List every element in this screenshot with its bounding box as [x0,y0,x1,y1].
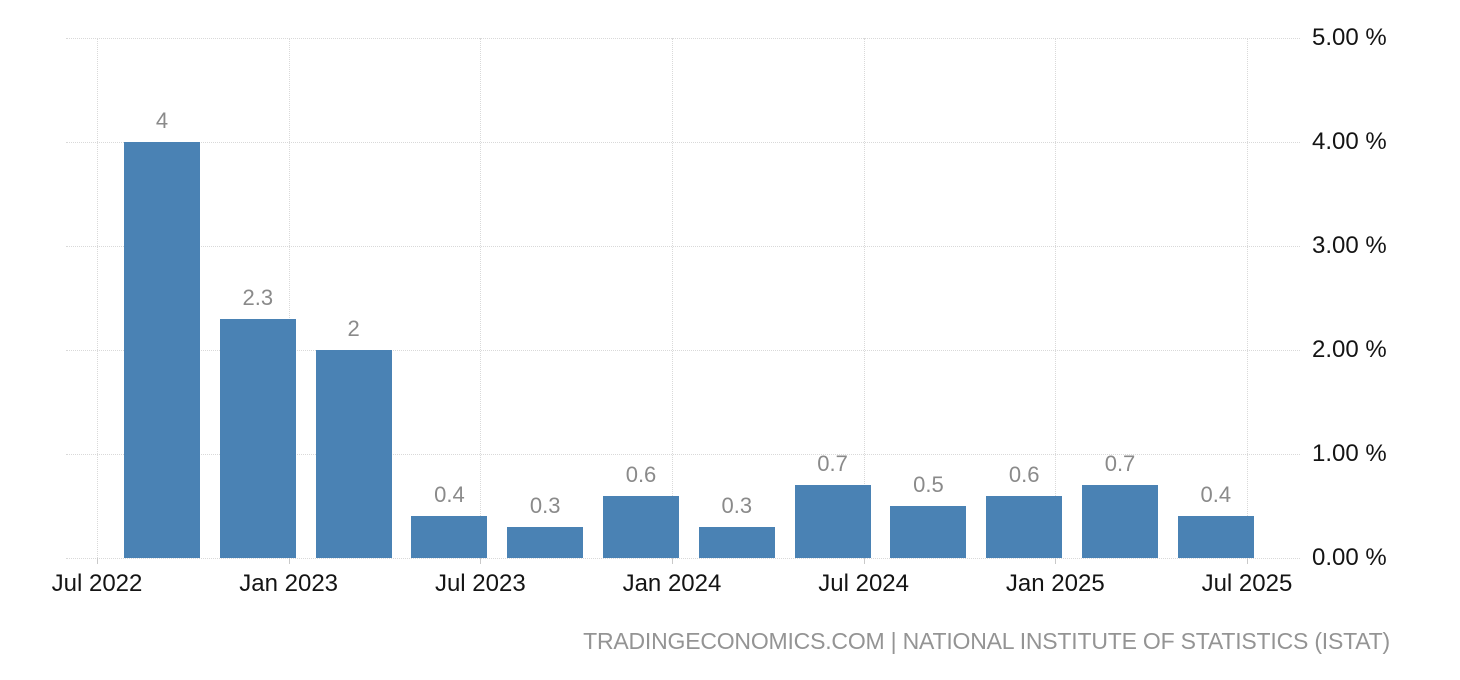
bar-value-label: 2.3 [242,284,274,310]
horizontal-gridline [66,558,1300,559]
bar-value-label: 0.4 [1200,482,1232,508]
vertical-gridline [1055,38,1057,558]
bar-value-label: 0.3 [529,492,561,518]
x-axis-tick-mark [671,558,673,564]
bar[interactable] [1177,516,1254,558]
x-axis-tick-label: Jul 2024 [818,570,909,597]
bar-value-label: 0.3 [721,492,753,518]
y-axis-tick-label: 3.00 % [1312,232,1387,259]
bar[interactable] [794,485,871,558]
bar-value-label: 0.5 [913,472,944,497]
bar-value-label: 0.6 [1008,461,1040,487]
bar[interactable] [507,526,584,558]
bar-value-label: 2 [347,316,360,341]
x-axis-tick-mark [480,558,482,564]
x-axis-tick-label: Jan 2024 [622,570,722,597]
horizontal-gridline [66,350,1300,351]
attribution-text: TRADINGECONOMICS.COM | NATIONAL INSTITUT… [583,628,1390,654]
y-axis-tick-label: 1.00 % [1312,440,1387,467]
bar-value-label: 0.7 [1104,451,1136,477]
vertical-gridline [671,38,673,558]
x-axis-tick-label: Jan 2025 [1005,570,1105,597]
vertical-gridline [863,38,865,558]
x-axis-tick-label: Jul 2022 [51,570,143,597]
x-axis-tick-mark [1055,558,1057,564]
bar[interactable] [986,495,1063,558]
bar-value-label: 0.7 [817,451,848,477]
bar[interactable] [603,495,679,558]
x-axis-tick-label: Jul 2025 [1201,570,1293,597]
bar[interactable] [315,350,392,558]
horizontal-gridline [66,454,1300,455]
bar[interactable] [219,318,296,558]
horizontal-gridline [66,142,1300,143]
bar[interactable] [411,516,488,558]
y-axis-tick-label: 4.00 % [1312,128,1387,155]
y-axis-tick-label: 5.00 % [1312,24,1387,51]
x-axis-tick-label: Jul 2023 [434,570,526,597]
bar[interactable] [698,526,775,558]
x-axis-tick-mark [288,558,290,564]
x-axis-tick-label: Jan 2023 [239,570,339,597]
y-axis-tick-label: 0.00 % [1312,544,1387,571]
horizontal-gridline [66,246,1300,247]
bar[interactable] [1082,485,1158,558]
vertical-gridline [480,38,482,558]
horizontal-gridline [66,38,1300,39]
bar[interactable] [124,142,200,558]
x-axis-tick-mark [97,558,98,564]
vertical-gridline [97,38,98,558]
bar-value-label: 4 [155,108,169,133]
x-axis-tick-mark [1246,558,1248,564]
y-axis-tick-label: 2.00 % [1312,336,1387,363]
bar-value-label: 0.4 [434,482,465,508]
x-axis-tick-mark [863,558,865,564]
bar-value-label: 0.6 [625,461,657,487]
vertical-gridline [288,38,290,558]
vertical-gridline [1246,38,1248,558]
bar[interactable] [890,506,967,558]
